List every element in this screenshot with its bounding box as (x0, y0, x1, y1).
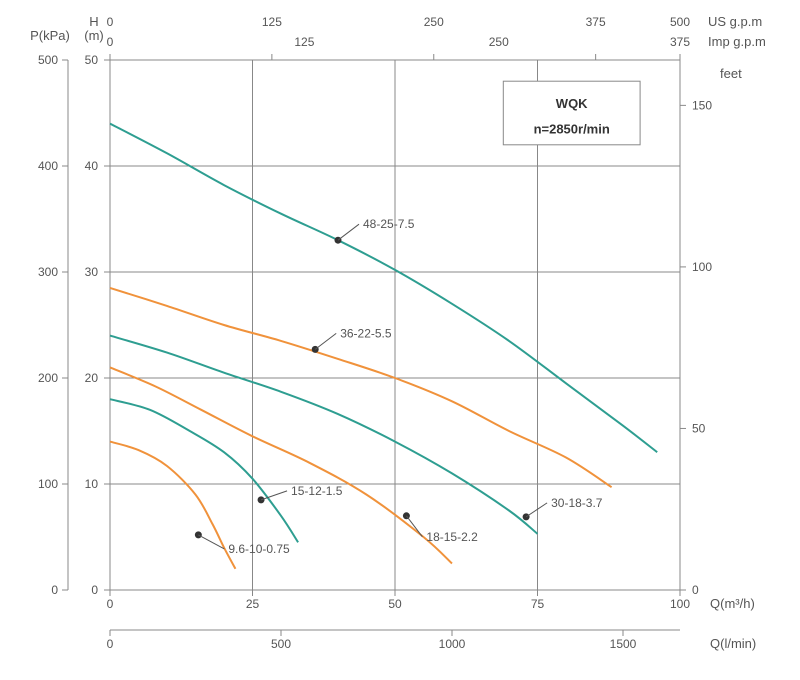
tick-label: 50 (692, 421, 706, 435)
axis-title-kpa: P(kPa) (30, 28, 70, 43)
tick-label: 375 (670, 35, 690, 49)
tick-label: 125 (294, 35, 314, 49)
axis-title-q-m3h: Q(m³/h) (710, 596, 755, 611)
axis-title-feet: feet (720, 66, 742, 81)
tick-label: 0 (107, 637, 114, 651)
tick-label: 0 (107, 35, 114, 49)
tick-label: 1000 (439, 637, 466, 651)
curve-label: 30-18-3.7 (551, 496, 603, 510)
curve-30-18-3.7 (110, 336, 538, 534)
curve-15-12-1.5 (110, 399, 298, 542)
tick-label: 375 (586, 15, 606, 29)
tick-label: 100 (692, 260, 712, 274)
label-leader (338, 224, 359, 240)
curve-label: 36-22-5.5 (340, 326, 392, 340)
tick-label: 50 (388, 597, 402, 611)
axis-title-us-gpm: US g.p.m (708, 14, 762, 29)
curve-label: 18-15-2.2 (426, 530, 478, 544)
tick-label: 30 (85, 265, 99, 279)
legend-line2: n=2850r/min (534, 121, 610, 136)
curve-9.6-10-0.75 (110, 442, 235, 569)
tick-label: 1500 (610, 637, 637, 651)
axis-title-q-lmin: Q(l/min) (710, 636, 756, 651)
curve-label: 15-12-1.5 (291, 484, 343, 498)
curve-36-22-5.5 (110, 288, 612, 487)
curve-label: 9.6-10-0.75 (228, 542, 290, 556)
axis-title-h: H (89, 14, 98, 29)
curve-label: 48-25-7.5 (363, 217, 415, 231)
tick-label: 400 (38, 159, 58, 173)
tick-label: 125 (262, 15, 282, 29)
tick-label: 25 (246, 597, 260, 611)
tick-label: 0 (51, 583, 58, 597)
pump-curve-chart: 0255075100Q(m³/h)050010001500Q(l/min)012… (0, 0, 800, 680)
tick-label: 500 (38, 53, 58, 67)
curve-48-25-7.5 (110, 124, 657, 453)
tick-label: 200 (38, 371, 58, 385)
label-leader (526, 503, 547, 517)
tick-label: 0 (107, 597, 114, 611)
axis-title-m: (m) (84, 28, 104, 43)
tick-label: 300 (38, 265, 58, 279)
tick-label: 0 (692, 583, 699, 597)
tick-label: 150 (692, 98, 712, 112)
tick-label: 20 (85, 371, 99, 385)
tick-label: 100 (670, 597, 690, 611)
axis-title-imp-gpm: Imp g.p.m (708, 34, 766, 49)
label-leader (315, 333, 336, 349)
tick-label: 500 (670, 15, 690, 29)
tick-label: 250 (489, 35, 509, 49)
tick-label: 50 (85, 53, 99, 67)
tick-label: 0 (91, 583, 98, 597)
tick-label: 100 (38, 477, 58, 491)
tick-label: 75 (531, 597, 545, 611)
tick-label: 40 (85, 159, 99, 173)
curve-18-15-2.2 (110, 367, 452, 563)
legend-line1: WQK (556, 96, 588, 111)
tick-label: 500 (271, 637, 291, 651)
tick-label: 10 (85, 477, 99, 491)
tick-label: 0 (107, 15, 114, 29)
tick-label: 250 (424, 15, 444, 29)
